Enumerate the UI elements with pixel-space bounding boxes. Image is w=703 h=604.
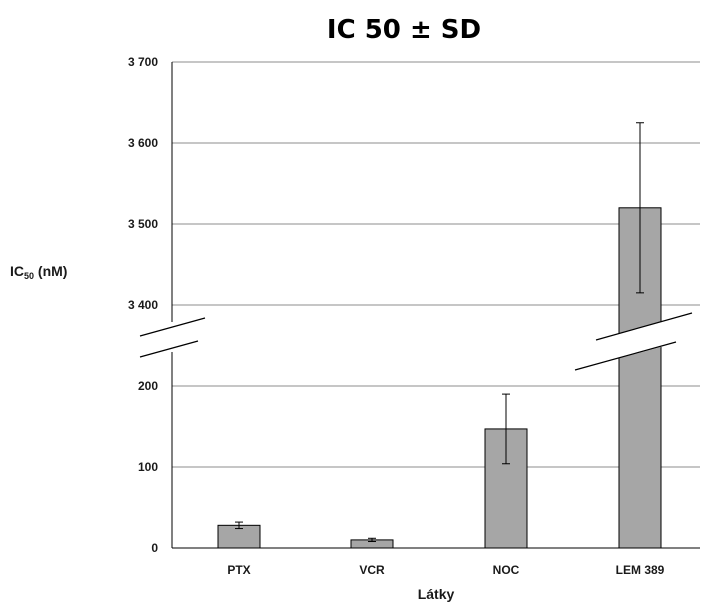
y-tick-label: 3 700 <box>128 55 158 69</box>
y-tick-labels: 0 100 200 3 400 3 500 3 600 3 700 <box>128 55 158 555</box>
x-tick-labels: PTX VCR NOC LEM 389 <box>227 563 664 577</box>
y-axis-label-main: IC <box>10 263 24 279</box>
error-bars <box>235 122 644 543</box>
y-axis-label-unit: (nM) <box>34 263 67 279</box>
bars <box>217 207 662 549</box>
y-tick-label: 3 400 <box>128 298 158 312</box>
axis-break-marks <box>139 312 693 371</box>
x-tick-label: NOC <box>493 563 520 577</box>
bar-break-line-lower <box>574 341 677 371</box>
error-bar-noc <box>502 393 510 465</box>
y-tick-label: 3 600 <box>128 136 158 150</box>
x-tick-label: LEM 389 <box>616 563 665 577</box>
y-axis-break-line-upper <box>139 317 206 337</box>
error-bar-ptx <box>235 521 243 530</box>
x-tick-label: PTX <box>227 563 250 577</box>
bar-break-gap <box>575 313 692 370</box>
x-tick-label: VCR <box>359 563 385 577</box>
y-tick-label: 100 <box>138 460 158 474</box>
y-axis-label-subscript: 50 <box>24 271 34 281</box>
y-axis-break-line-lower <box>139 340 199 358</box>
error-bar-vcr <box>368 537 376 543</box>
x-axis-label: Látky <box>418 586 455 602</box>
error-bar-lem-389 <box>636 122 644 294</box>
bar-break-line-upper <box>595 312 693 341</box>
grid-lines <box>172 61 700 468</box>
y-tick-label: 0 <box>151 541 158 555</box>
y-tick-label: 3 500 <box>128 217 158 231</box>
chart-title: IC 50 ± SD <box>327 15 481 45</box>
y-tick-label: 200 <box>138 379 158 393</box>
y-axis-break-gap <box>169 322 175 352</box>
y-axis-label: IC50 (nM) <box>10 263 67 281</box>
